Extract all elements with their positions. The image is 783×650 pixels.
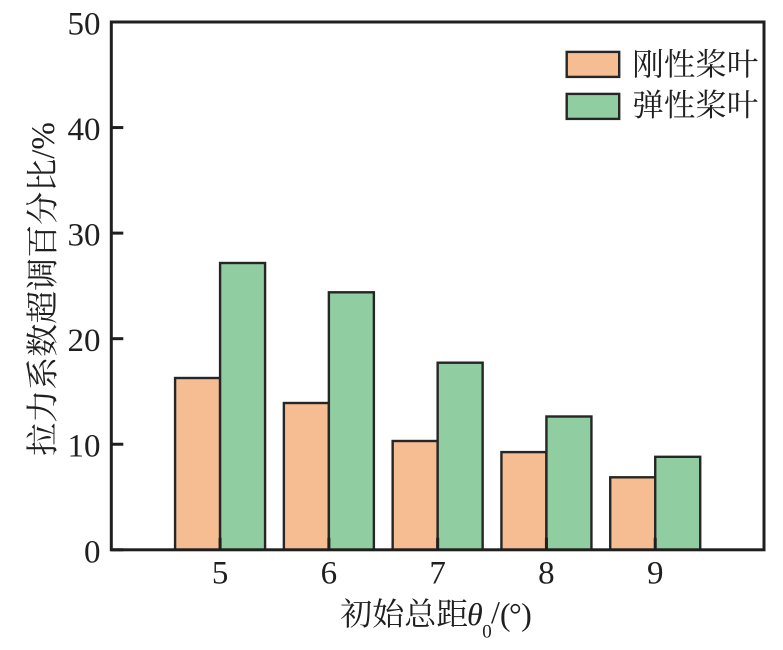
svg-text:6: 6 <box>321 556 338 592</box>
svg-text:10: 10 <box>68 429 101 465</box>
svg-text:0: 0 <box>84 534 101 570</box>
svg-text:20: 20 <box>68 323 101 359</box>
svg-text:5: 5 <box>212 556 229 592</box>
svg-text:9: 9 <box>647 556 664 592</box>
svg-text:8: 8 <box>538 556 555 592</box>
svg-text:7: 7 <box>429 556 446 592</box>
svg-text:50: 50 <box>68 7 101 43</box>
svg-text:30: 30 <box>68 218 101 254</box>
svg-text:40: 40 <box>68 112 101 148</box>
